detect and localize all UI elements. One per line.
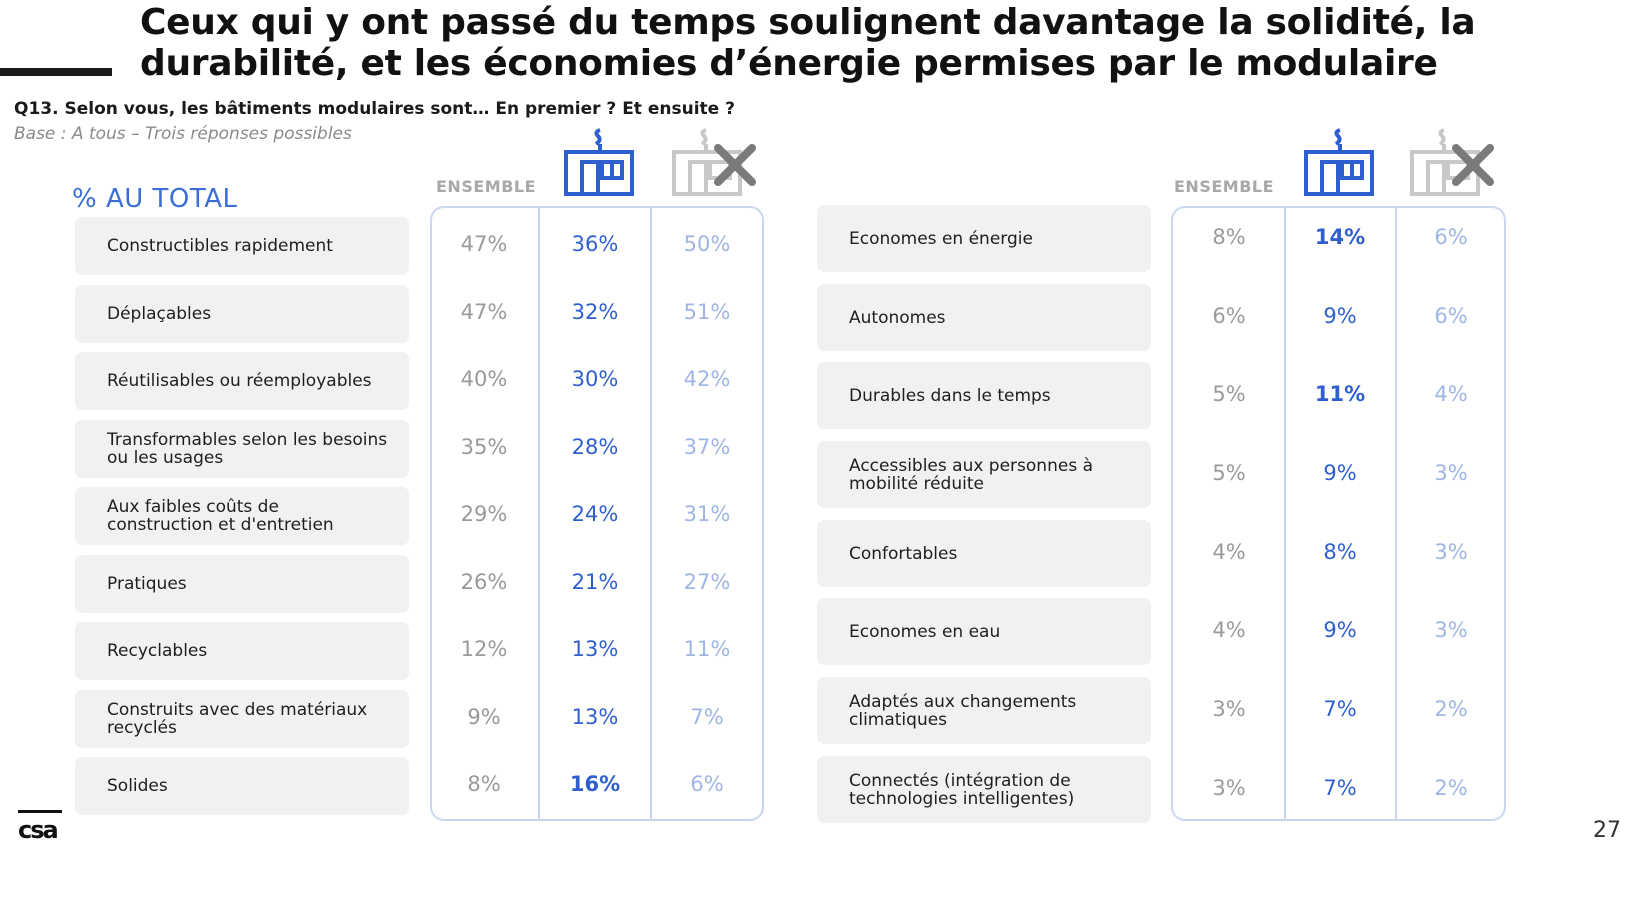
row-label: Connectés (intégration de technologies i… xyxy=(817,756,1151,823)
value-modular: 11% xyxy=(1314,381,1366,406)
csa-logo: csa xyxy=(18,810,62,840)
value-ensemble: 26% xyxy=(460,570,508,594)
value-non-modular: 42% xyxy=(683,367,731,391)
row-label: Durables dans le temps xyxy=(817,362,1151,429)
value-ensemble: 35% xyxy=(460,435,508,459)
value-modular: 21% xyxy=(571,570,619,594)
value-ensemble: 29% xyxy=(460,502,508,526)
value-ensemble: 8% xyxy=(1212,224,1246,249)
modular-building-crossed-icon xyxy=(672,128,756,196)
row-label: Adaptés aux changements climatiques xyxy=(817,677,1151,744)
value-modular: 9% xyxy=(1323,303,1357,328)
left-table-divider xyxy=(650,207,652,820)
value-modular: 9% xyxy=(1323,460,1357,485)
value-ensemble: 8% xyxy=(467,772,501,796)
row-label: Economes en énergie xyxy=(817,205,1151,272)
value-non-modular: 6% xyxy=(1434,303,1468,328)
row-label: Aux faibles coûts de construction et d'e… xyxy=(75,487,409,545)
value-ensemble: 47% xyxy=(460,300,508,324)
value-non-modular: 37% xyxy=(683,435,731,459)
au-total-label: % AU TOTAL xyxy=(72,184,238,214)
value-modular: 24% xyxy=(571,502,619,526)
left-table-divider xyxy=(538,207,540,820)
row-label: Pratiques xyxy=(75,555,409,613)
value-ensemble: 9% xyxy=(467,705,501,729)
value-modular: 30% xyxy=(571,367,619,391)
value-ensemble: 5% xyxy=(1212,381,1246,406)
value-non-modular: 4% xyxy=(1434,381,1468,406)
value-non-modular: 6% xyxy=(690,772,724,796)
value-ensemble: 3% xyxy=(1212,696,1246,721)
modular-building-crossed-icon xyxy=(1410,128,1494,196)
row-label: Construits avec des matériaux recyclés xyxy=(75,690,409,748)
modular-building-icon xyxy=(564,128,634,196)
value-ensemble: 12% xyxy=(460,637,508,661)
svg-text:csa: csa xyxy=(18,816,58,840)
value-modular: 16% xyxy=(569,772,621,796)
row-label: Confortables xyxy=(817,520,1151,587)
value-ensemble: 4% xyxy=(1212,539,1246,564)
right-table-divider xyxy=(1395,207,1397,820)
value-modular: 36% xyxy=(571,232,619,256)
value-non-modular: 31% xyxy=(683,502,731,526)
value-non-modular: 3% xyxy=(1434,539,1468,564)
value-non-modular: 51% xyxy=(683,300,731,324)
value-non-modular: 11% xyxy=(683,637,731,661)
title-accent-bar xyxy=(0,68,112,76)
value-ensemble: 5% xyxy=(1212,460,1246,485)
base-text: Base : A tous – Trois réponses possibles xyxy=(14,124,352,144)
value-modular: 28% xyxy=(571,435,619,459)
value-ensemble: 4% xyxy=(1212,617,1246,642)
right-table-divider xyxy=(1284,207,1286,820)
value-modular: 32% xyxy=(571,300,619,324)
value-modular: 7% xyxy=(1323,775,1357,800)
page-title: Ceux qui y ont passé du temps soulignent… xyxy=(140,2,1476,84)
value-modular: 9% xyxy=(1323,617,1357,642)
value-modular: 8% xyxy=(1323,539,1357,564)
row-label: Transformables selon les besoins ou les … xyxy=(75,420,409,478)
value-ensemble: 40% xyxy=(460,367,508,391)
row-label: Déplaçables xyxy=(75,285,409,343)
value-non-modular: 50% xyxy=(683,232,731,256)
left-table-frame xyxy=(430,206,764,821)
value-non-modular: 6% xyxy=(1434,224,1468,249)
row-label: Réutilisables ou réemployables xyxy=(75,352,409,410)
value-ensemble: 3% xyxy=(1212,775,1246,800)
row-label: Solides xyxy=(75,757,409,815)
right-table-frame xyxy=(1171,206,1506,821)
page-number: 27 xyxy=(1593,818,1621,843)
col-header-ensemble-left: ENSEMBLE xyxy=(436,177,537,196)
col-header-ensemble-right: ENSEMBLE xyxy=(1174,177,1275,196)
value-modular: 7% xyxy=(1323,696,1357,721)
value-modular: 13% xyxy=(571,637,619,661)
value-modular: 14% xyxy=(1314,224,1366,249)
value-ensemble: 6% xyxy=(1212,303,1246,328)
row-label: Recyclables xyxy=(75,622,409,680)
question-text: Q13. Selon vous, les bâtiments modulaire… xyxy=(14,99,735,119)
value-non-modular: 3% xyxy=(1434,617,1468,642)
value-non-modular: 2% xyxy=(1434,696,1468,721)
row-label: Constructibles rapidement xyxy=(75,217,409,275)
row-label: Accessibles aux personnes à mobilité réd… xyxy=(817,441,1151,508)
value-ensemble: 47% xyxy=(460,232,508,256)
row-label: Autonomes xyxy=(817,284,1151,351)
modular-building-icon xyxy=(1304,128,1374,196)
value-non-modular: 3% xyxy=(1434,460,1468,485)
value-modular: 13% xyxy=(571,705,619,729)
value-non-modular: 2% xyxy=(1434,775,1468,800)
row-label: Economes en eau xyxy=(817,598,1151,665)
value-non-modular: 27% xyxy=(683,570,731,594)
value-non-modular: 7% xyxy=(690,705,724,729)
